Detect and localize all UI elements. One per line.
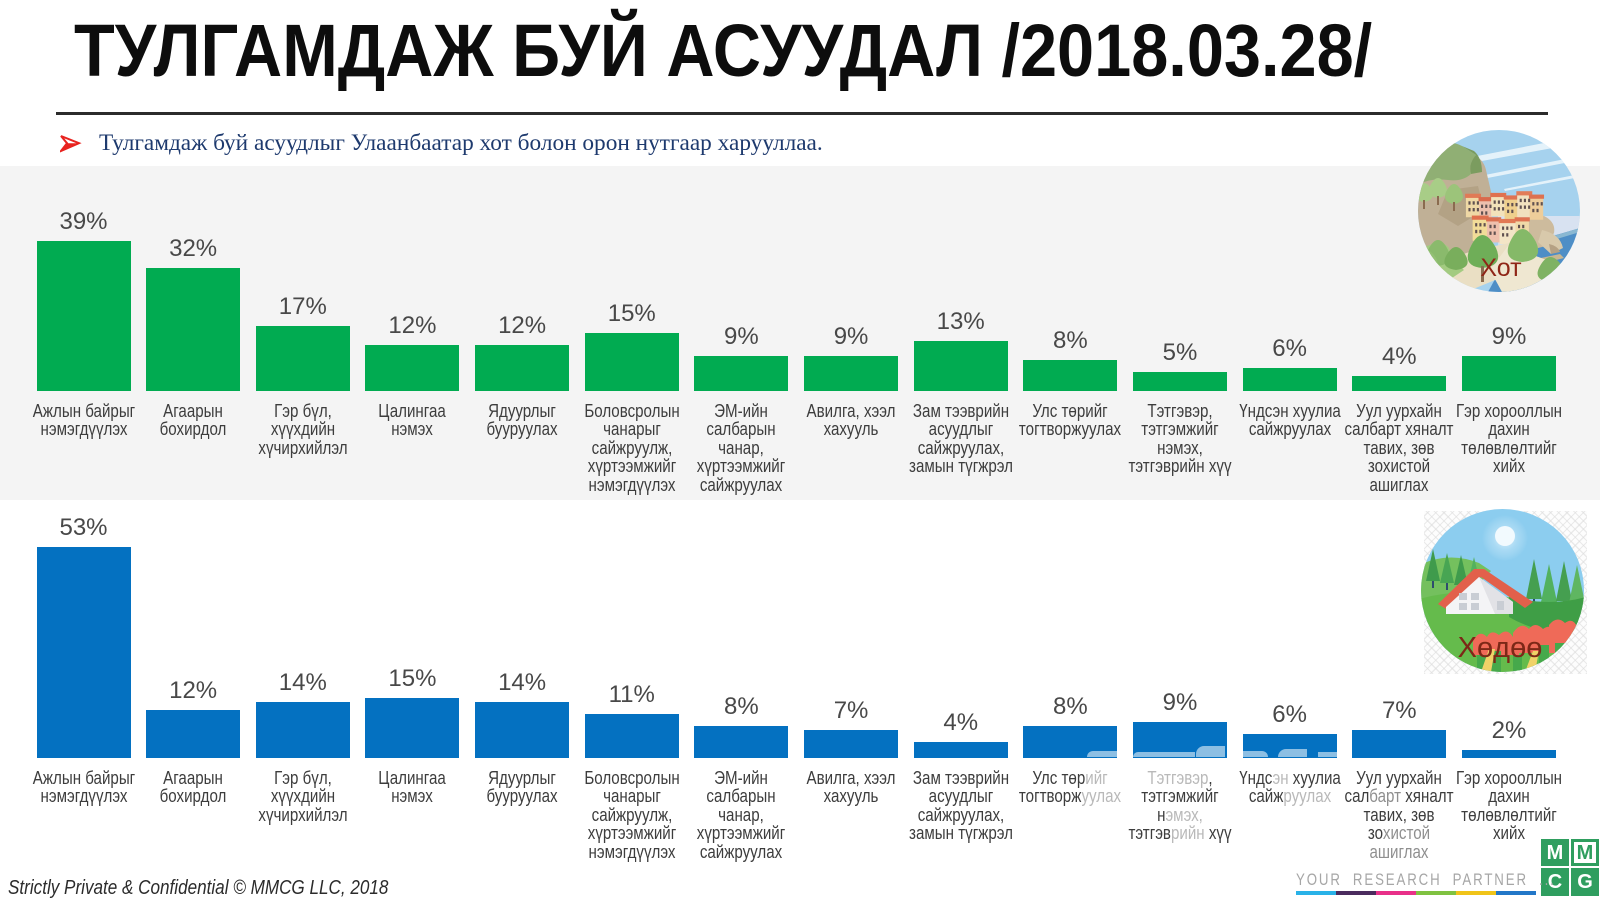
svg-text:Хот: Хот bbox=[1480, 254, 1522, 282]
svg-text:Хөдөө: Хөдөө bbox=[1458, 632, 1543, 664]
